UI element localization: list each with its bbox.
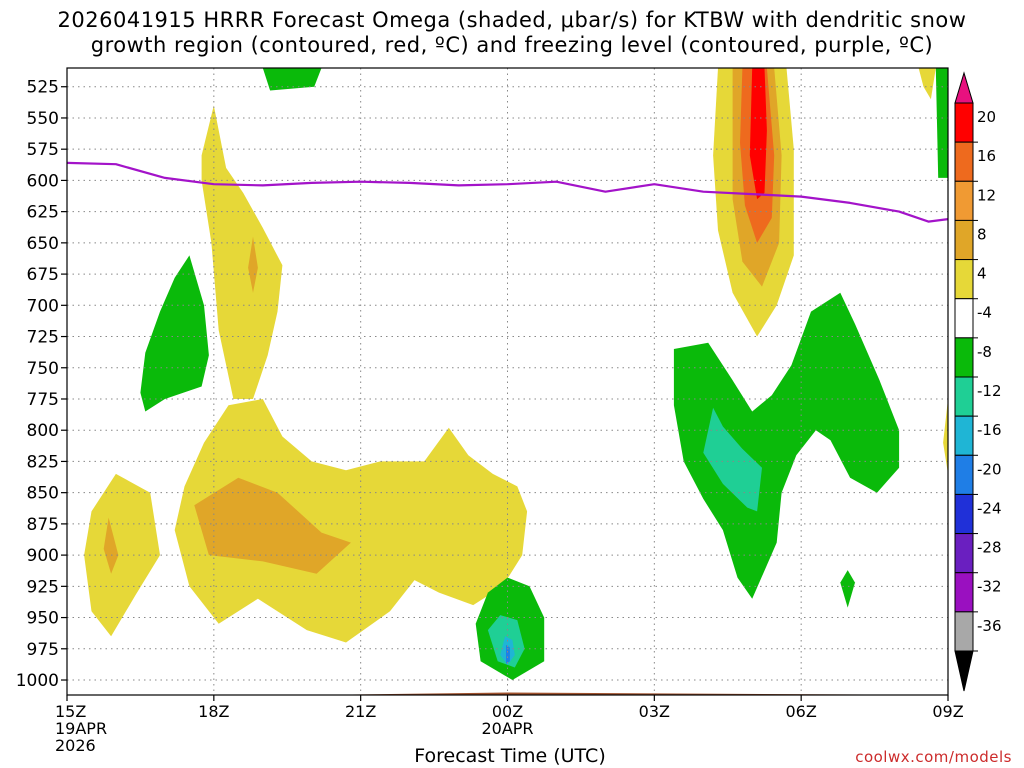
omega-region-ascent-4to8-right-edge-low [943,399,948,474]
colorbar-label--20: -20 [977,460,1002,478]
colorbar-band-1 [954,141,974,182]
x-tick-label-2026: 2026 [55,736,96,755]
y-tick-label-900: 900 [27,546,59,566]
omega-region-descent-4to8-upper-17z [262,68,322,91]
y-tick-label-775: 775 [27,390,59,410]
colorbar-band-9 [954,454,974,495]
y-tick-label-825: 825 [27,452,59,472]
x-tick-label-21Z: 21Z [345,702,376,721]
omega-region-ascent-4to8-lower-day [174,399,528,643]
colorbar-band-5 [954,298,974,339]
x-tick-label-03Z: 03Z [639,702,670,721]
colorbar: 20 16 12 8 4 -4 -8 -12 -16 -20 -24 -28 -32 -36 [954,71,1002,692]
y-tick-label-725: 725 [27,328,59,348]
omega-region-ascent-8to12-upper-18z [248,236,258,293]
x-tick-label-09Z: 09Z [932,702,963,721]
omega-region-descent-4to8-0730z [840,570,855,608]
y-tick-label-600: 600 [27,171,59,191]
colorbar-band-3 [954,219,974,261]
y-tick-label-875: 875 [27,515,59,535]
colorbar-band-6 [954,337,974,378]
colorbar-label-20: 20 [977,108,996,126]
colorbar-bottom-arrow [954,650,974,692]
freezing-level-line [66,161,949,223]
colorbar-band-8 [954,415,974,456]
omega-region-ascent-8to12-lower-day [194,477,351,574]
colorbar-label--12: -12 [977,382,1002,400]
x-tick-label-00Z: 00Z [492,702,523,721]
credit-text: coolwx.com/models [855,748,1012,766]
y-tick-label-650: 650 [27,234,59,254]
colorbar-label--4: -4 [977,304,992,322]
colorbar-label--8: -8 [977,343,992,361]
y-tick-label-625: 625 [27,203,59,223]
colorbar-band-10 [954,493,974,535]
colorbar-band-7 [954,376,974,417]
colorbar-label-8: 8 [977,225,987,243]
x-tick-label-18Z: 18Z [198,702,229,721]
omega-region-descent-8to12-right [703,407,762,512]
y-tick-label-800: 800 [27,421,59,441]
colorbar-top-arrow [954,71,974,104]
x-tick-label-19APR: 19APR [55,719,107,738]
x-axis-label: Forecast Time (UTC) [414,745,606,767]
y-tick-label-975: 975 [27,640,59,660]
omega-region-ascent-4to8-right-edge-top [918,68,936,100]
y-tick-label-750: 750 [27,359,59,379]
y-tick-label-1000: 1000 [16,671,59,691]
y-tick-label-925: 925 [27,577,59,597]
omega-region-ascent-4to8-upper-18z [201,105,283,399]
y-tick-label-550: 550 [27,109,59,129]
colorbar-band-0 [954,102,974,143]
omega-shading-layer [84,68,948,680]
y-tick-label-950: 950 [27,609,59,629]
omega-region-descent-16to20-00z [506,645,510,664]
y-tick-label-675: 675 [27,265,59,285]
colorbar-label--36: -36 [977,617,1002,635]
colorbar-label-12: 12 [977,186,996,204]
shaded-regions [84,68,948,680]
omega-region-ascent-8to12-hour1 [103,517,119,574]
colorbar-label--32: -32 [977,578,1002,596]
omega-region-ascent-16to20-05z [749,68,767,200]
grid-layer [67,68,948,695]
y-tick-label-575: 575 [27,140,59,160]
axes-layer: 525 550 575 600 625 650 675 700 725 750 775 800 825 8… [16,67,964,755]
y-tick-label-850: 850 [27,484,59,504]
title-line-1: 2026041915 HRRR Forecast Omega (shaded, … [57,8,967,32]
x-tick-label-20APR: 20APR [481,719,533,738]
contour-layer [66,161,949,695]
colorbar-label--24: -24 [977,499,1002,517]
y-tick-label-525: 525 [27,78,59,98]
y-tick-label-700: 700 [27,296,59,316]
colorbar-band-4 [954,259,974,300]
omega-region-descent-4to8-right-edge [935,68,948,178]
colorbar-label--16: -16 [977,421,1002,439]
x-tick-label-15Z: 15Z [55,702,86,721]
x-tick-label-06Z: 06Z [786,702,817,721]
colorbar-label-16: 16 [977,147,996,165]
colorbar-band-12 [954,572,974,613]
colorbar-band-2 [954,180,974,221]
chart-title: 2026041915 HRRR Forecast Omega (shaded, … [0,8,1024,58]
omega-region-descent-4to8-1630z [140,255,209,412]
colorbar-band-11 [954,533,974,574]
title-line-2: growth region (contoured, red, ºC) and f… [90,33,934,57]
colorbar-label-4: 4 [977,265,987,283]
omega-region-descent-4to8-right [673,292,900,599]
colorbar-label--28: -28 [977,539,1002,557]
colorbar-band-13 [954,611,974,652]
surface-ground [67,692,948,695]
